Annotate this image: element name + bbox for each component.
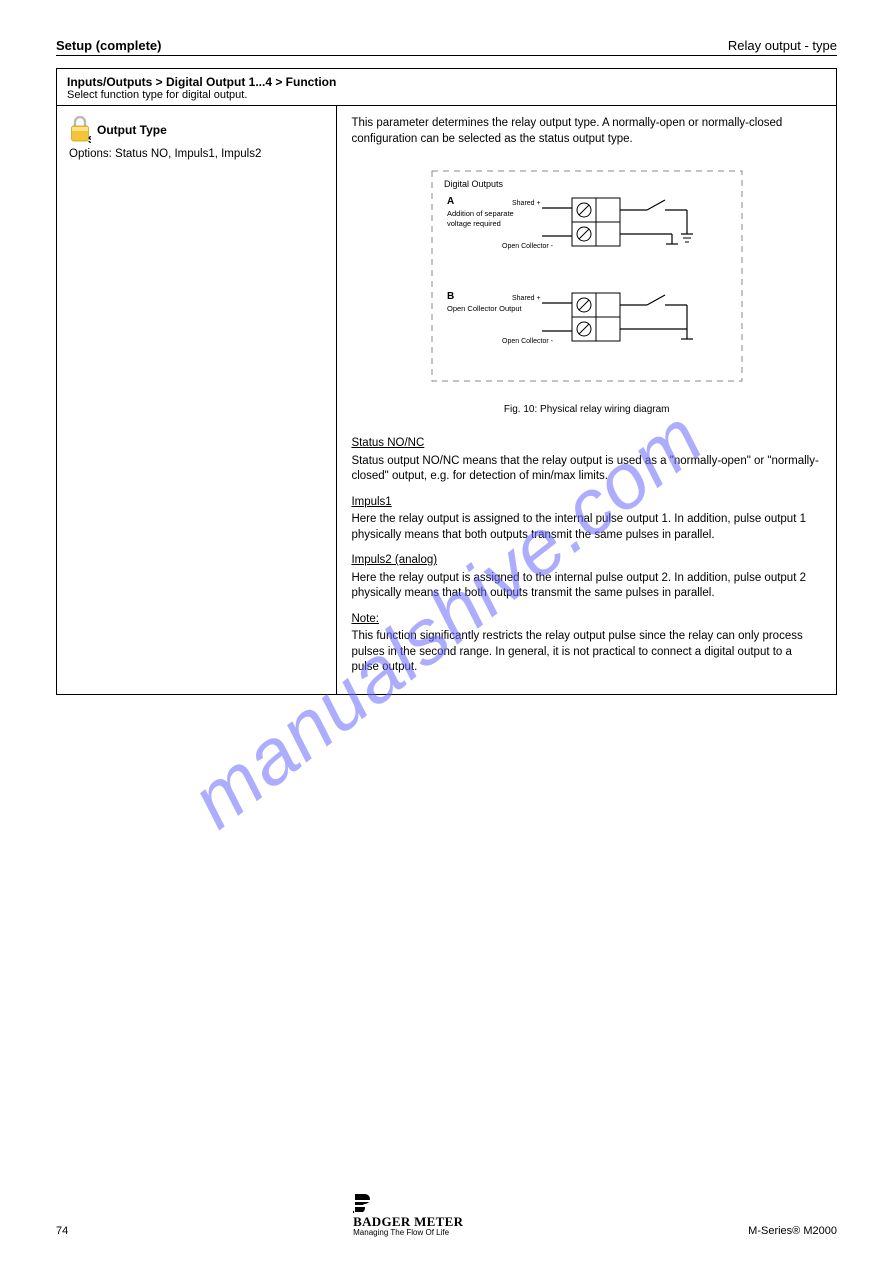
impuls1-header: Impuls1 <box>351 495 391 511</box>
doc-code: M-Series® M2000 <box>748 1225 837 1237</box>
header-left: Setup (complete) <box>56 38 161 53</box>
svg-text:Open Collector Output: Open Collector Output <box>447 304 523 313</box>
page-footer: 74 BADGER METER Managing The Flow Of Lif… <box>56 1191 837 1237</box>
svg-text:Addition of separate: Addition of separate <box>447 209 514 218</box>
impuls2-header: Impuls2 (analog) <box>351 553 437 569</box>
card-title: Inputs/Outputs > Digital Output 1...4 > … <box>67 75 826 89</box>
brand-logo-icon <box>353 1191 393 1213</box>
svg-text:Open Collector -: Open Collector - <box>502 243 554 250</box>
figure-caption: Fig. 10: Physical relay wiring diagram <box>422 403 752 417</box>
page-number: 74 <box>56 1225 68 1237</box>
brand-block: BADGER METER Managing The Flow Of Life <box>353 1191 463 1237</box>
svg-text:voltage required: voltage required <box>447 219 501 228</box>
svg-text:B: B <box>447 291 454 302</box>
status-body: Status output NO/NC means that the relay… <box>351 454 822 485</box>
svg-text:Shared +: Shared + <box>512 295 541 302</box>
note-body: This function significantly restricts th… <box>351 629 822 676</box>
brand-subtitle: Managing The Flow Of Life <box>353 1229 449 1237</box>
left-menu-label: Output Type <box>97 123 167 137</box>
wiring-diagram: Digital Outputs A Addition of separate v… <box>422 161 752 416</box>
svg-text:Open Collector -: Open Collector - <box>502 338 554 345</box>
brand-name: BADGER METER <box>353 1215 463 1229</box>
svg-text:A: A <box>447 196 454 207</box>
left-column: S Output Type Options: Status NO, Impuls… <box>57 106 337 694</box>
diag-title: Digital Outputs <box>444 179 504 189</box>
svg-text:Shared +: Shared + <box>512 200 541 207</box>
status-header: Status NO/NC <box>351 436 424 452</box>
impuls1-body: Here the relay output is assigned to the… <box>351 512 822 543</box>
intro-text: This parameter determines the relay outp… <box>351 116 822 147</box>
left-options: Options: Status NO, Impuls1, Impuls2 <box>69 148 324 160</box>
impuls2-body: Here the relay output is assigned to the… <box>351 571 822 602</box>
page-header: Setup (complete) Relay output - type <box>56 38 837 56</box>
content-card: Inputs/Outputs > Digital Output 1...4 > … <box>56 68 837 695</box>
right-column: This parameter determines the relay outp… <box>337 106 836 694</box>
page: Setup (complete) Relay output - type Inp… <box>0 0 893 1263</box>
left-menu-row: S Output Type <box>69 116 324 144</box>
svg-text:S: S <box>88 135 91 144</box>
note-header: Note: <box>351 612 379 628</box>
header-right: Relay output - type <box>728 38 837 53</box>
card-body: S Output Type Options: Status NO, Impuls… <box>57 105 836 694</box>
card-header: Inputs/Outputs > Digital Output 1...4 > … <box>57 69 836 105</box>
card-subtitle: Select function type for digital output. <box>67 89 826 101</box>
padlock-icon: S <box>69 116 91 144</box>
